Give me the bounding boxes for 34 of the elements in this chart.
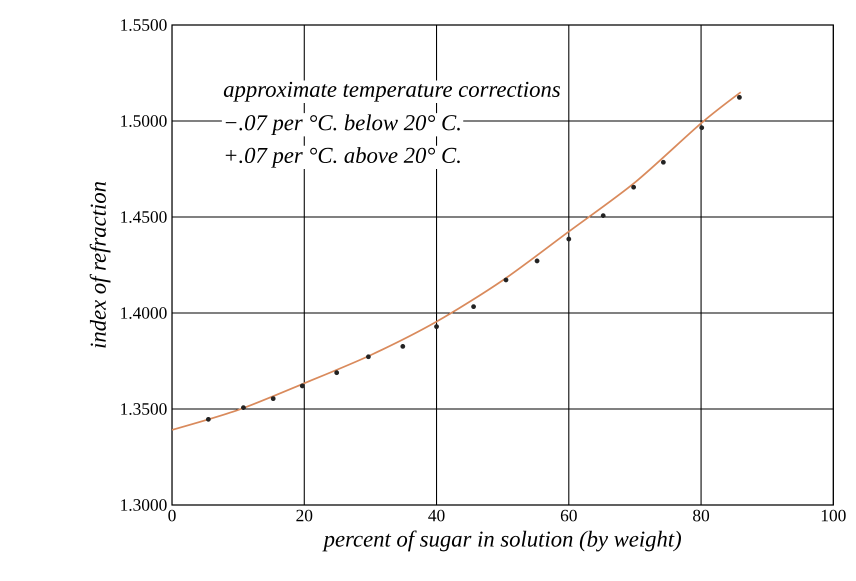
point [300,384,305,388]
point [471,304,476,310]
y-tick-label: 1.4000 [121,307,167,319]
x-axis-title: percent of sugar in solution (by weight) [322,530,681,552]
point [334,370,340,376]
y-axis-title: index of refraction [90,182,110,348]
y-tick-label: 1.4500 [121,211,167,223]
x-tick-label: 20 [296,510,312,522]
x-tick-label: 0 [168,510,176,522]
point [699,125,704,130]
annotation: approximate temperature corrections [224,82,560,102]
annotation: +.07 per °C. above 20° C. [226,147,460,168]
x-tick-label: 80 [693,510,710,522]
point [241,405,246,410]
point [534,258,540,264]
x-tick-label: 100 [822,510,846,522]
y-tick-label: 1.5500 [121,19,167,31]
point [504,278,508,282]
y-tick-label: 1.3000 [121,499,167,511]
point [660,160,666,165]
point [737,94,742,100]
point [631,184,636,190]
x-tick-label: 40 [428,510,445,522]
point [600,213,606,218]
point [434,324,439,330]
point [366,354,371,360]
point [206,416,211,422]
y-tick-label: 1.3500 [121,403,167,415]
x-tick-label: 60 [560,510,577,522]
point [400,344,406,349]
annotation: −.07 per °C. below 20° C. [226,114,460,135]
point [270,396,276,402]
y-tick-label: 1.5000 [121,115,167,127]
point [566,236,572,242]
